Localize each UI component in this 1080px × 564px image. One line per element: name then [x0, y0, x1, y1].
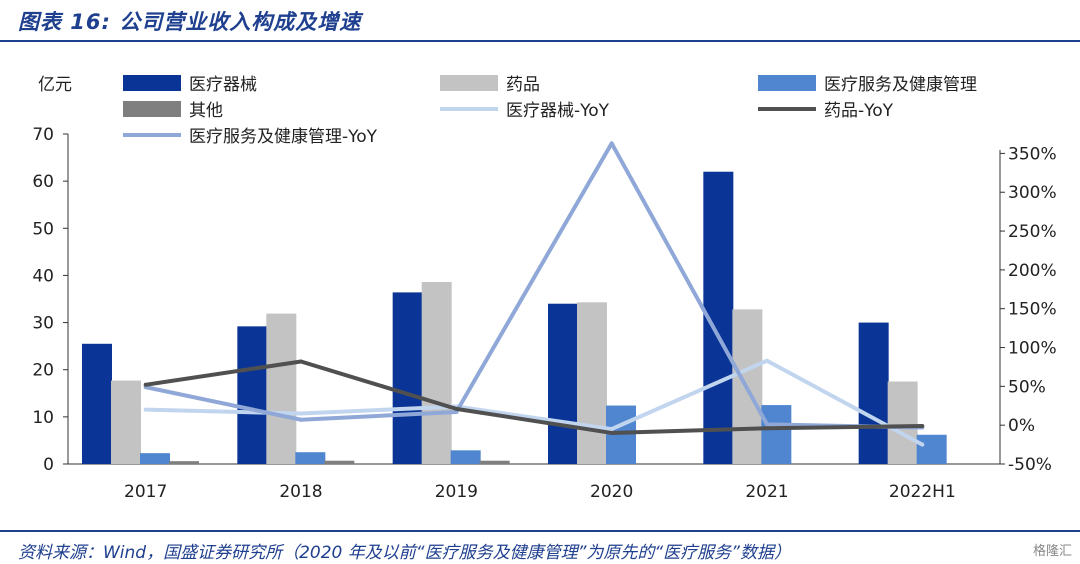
y-tick-label-right: 100%: [1008, 339, 1057, 359]
point-device-yoy: [143, 407, 148, 412]
legend-service: 医疗服务及健康管理: [758, 70, 977, 95]
legend-device-yoy: 医疗器械-YoY: [440, 96, 609, 121]
legend-service-yoy: 医疗服务及健康管理-YoY: [123, 122, 377, 147]
legend-swatch-service: [758, 74, 816, 91]
watermark: 格隆汇: [1032, 544, 1072, 559]
bar-drug: [887, 381, 918, 464]
legend-label-other: 其他: [189, 101, 223, 121]
y-axis-unit: 亿元: [38, 75, 72, 95]
y-tick-label-right: 200%: [1008, 261, 1057, 281]
line-drug-yoy: [145, 359, 923, 435]
legend-label-device-yoy: 医疗器械-YoY: [506, 101, 610, 121]
x-tick-label: 2017: [124, 482, 167, 502]
y-tick-label-right: 150%: [1008, 300, 1057, 320]
legend-line-service-yoy: [123, 132, 181, 137]
y-tick-label-right: 250%: [1008, 222, 1057, 242]
bar-service: [140, 453, 170, 464]
point-drug-yoy: [765, 426, 769, 431]
point-device-yoy: [609, 427, 614, 432]
y-tick-label-left: 70: [32, 125, 54, 145]
bar-device: [858, 322, 889, 464]
legend-drug-yoy: 药品-YoY: [758, 96, 893, 121]
legend-label-service: 医疗服务及健康管理: [824, 75, 977, 95]
legend-other: 其他: [123, 96, 223, 121]
bar-drug: [421, 282, 452, 464]
y-tick-label-right: -50%: [1008, 455, 1052, 475]
point-service-yoy: [765, 422, 769, 427]
point-device-yoy: [920, 442, 925, 447]
bar-device: [392, 292, 423, 464]
point-drug-yoy: [454, 406, 459, 411]
y-tick-label-right: 0%: [1008, 416, 1035, 436]
legend-label-drug-yoy: 药品-YoY: [824, 101, 894, 121]
bar-service: [761, 405, 792, 464]
x-tick-label: 2018: [279, 482, 322, 502]
y-tick-label-left: 50: [32, 219, 54, 239]
bar-drug: [266, 313, 297, 464]
point-drug-yoy: [609, 430, 614, 435]
bar-other: [479, 460, 510, 464]
y-tick-label-left: 0: [43, 455, 54, 475]
y-tick-label-right: 350%: [1008, 144, 1057, 164]
source-note: 资料来源：Wind，国盛证券研究所（2020 年及以前“医疗服务及健康管理”为原…: [18, 543, 791, 563]
y-tick-label-left: 30: [32, 314, 54, 334]
bar-other: [324, 460, 355, 464]
y-tick-label-right: 300%: [1008, 183, 1057, 203]
point-drug-yoy: [299, 359, 303, 364]
chart-title: 图表 16: 公司营业收入构成及增速: [18, 10, 362, 34]
legend-label-service-yoy: 医疗服务及健康管理-YoY: [189, 127, 378, 147]
legend-line-drug-yoy: [758, 106, 816, 111]
legend-swatch-other: [123, 100, 181, 117]
y-tick-label-left: 60: [32, 172, 54, 192]
legend-swatch-device: [123, 74, 181, 91]
y-tick-label-right: 50%: [1008, 377, 1046, 397]
legend-line-device-yoy: [440, 106, 498, 111]
bar-service: [450, 450, 481, 464]
line-service-yoy: [145, 141, 923, 430]
x-tick-label: 2021: [745, 482, 788, 502]
bar-drug: [577, 302, 607, 464]
bar-drug: [111, 380, 141, 464]
title-bar: 图表 16: 公司营业收入构成及增速: [0, 0, 1080, 42]
legend-label-device: 医疗器械: [189, 75, 257, 95]
bar-other: [169, 461, 199, 464]
bar-service: [916, 434, 947, 464]
legend-swatch-drug: [440, 74, 498, 91]
point-device-yoy: [299, 411, 303, 416]
legend-drug: 药品: [440, 70, 540, 95]
y-tick-label-left: 20: [32, 361, 54, 381]
point-service-yoy: [609, 141, 614, 146]
y-tick-label-left: 10: [32, 408, 54, 428]
point-service-yoy: [299, 417, 303, 422]
bar-device: [237, 326, 268, 464]
x-tick-label: 2022H1: [889, 482, 956, 502]
source-bar: 资料来源：Wind，国盛证券研究所（2020 年及以前“医疗服务及健康管理”为原…: [0, 530, 1080, 564]
legend-label-drug: 药品: [506, 75, 540, 95]
y-tick-label-left: 40: [32, 266, 54, 286]
chart-plot: 0 10 20 30 40 50 60 70 -50% 0% 50% 100% 150% 200% 250%…: [32, 125, 1057, 502]
bar-service: [295, 452, 326, 464]
x-tick-label: 2019: [435, 482, 478, 502]
point-drug-yoy: [920, 423, 925, 428]
bar-device: [548, 303, 578, 464]
point-device-yoy: [765, 358, 769, 363]
point-drug-yoy: [143, 382, 148, 387]
legend-device: 医疗器械: [123, 70, 257, 95]
bar-device: [82, 343, 112, 464]
x-tick-label: 2020: [590, 482, 633, 502]
